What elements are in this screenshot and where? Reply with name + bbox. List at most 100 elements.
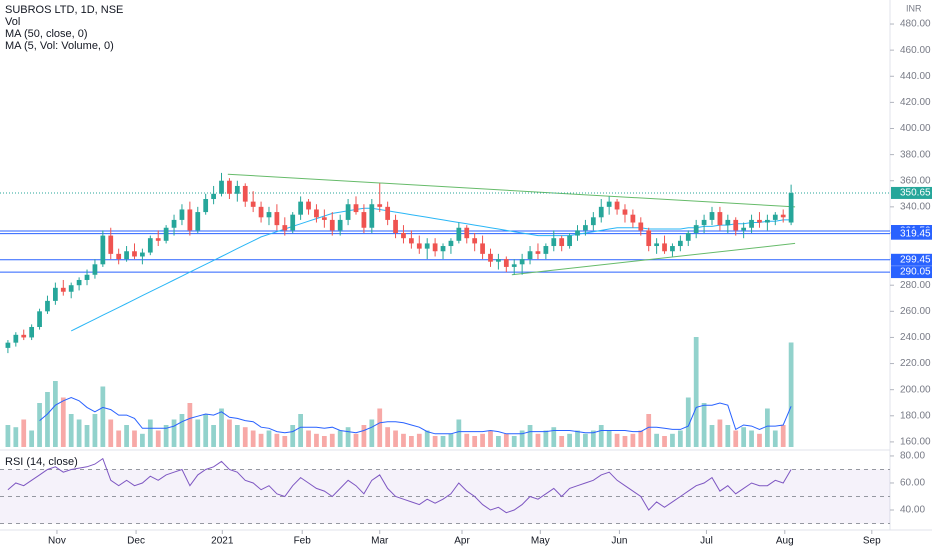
- candle-body: [274, 212, 280, 226]
- candle-body: [725, 219, 731, 226]
- x-tick-label: Aug: [776, 536, 794, 547]
- candle-body: [377, 204, 383, 207]
- y-tick-label: 380.00: [900, 149, 931, 160]
- volume-bar: [266, 430, 272, 447]
- candle-body: [551, 238, 557, 247]
- y-tick-label: 160.00: [900, 437, 931, 448]
- volume-bar: [140, 433, 145, 447]
- volume-bar: [100, 386, 106, 447]
- candle-body: [100, 235, 106, 265]
- volume-bar: [496, 436, 501, 447]
- candle-body: [219, 180, 224, 194]
- candle-body: [527, 251, 533, 260]
- volume-bar: [377, 408, 383, 447]
- candle-body: [662, 243, 667, 252]
- legend-entry: Vol: [5, 16, 20, 28]
- candle-body: [559, 238, 565, 247]
- y-tick-label: 400.00: [900, 123, 931, 134]
- volume-bar: [242, 427, 248, 447]
- volume-bar: [416, 433, 422, 447]
- candle-body: [590, 217, 596, 226]
- volume-bar: [701, 403, 707, 447]
- y-tick-label: 340.00: [900, 201, 931, 212]
- candle-body: [393, 219, 398, 233]
- candle-body: [242, 185, 248, 202]
- legend-entry: MA (50, close, 0): [5, 28, 88, 40]
- candle-body: [757, 219, 762, 223]
- candle-body: [147, 238, 153, 253]
- candle-body: [575, 230, 580, 236]
- candle-body: [535, 251, 541, 254]
- volume-bar: [662, 436, 667, 447]
- rsi-tick-label: 60.00: [900, 478, 925, 489]
- volume-bar: [646, 414, 652, 447]
- rsi-tick-label: 80.00: [900, 451, 925, 462]
- volume-bar: [116, 430, 122, 447]
- volume-bar: [559, 436, 565, 447]
- x-tick-label: Jul: [700, 536, 713, 547]
- candle-body: [258, 206, 264, 218]
- volume-bar: [765, 408, 770, 447]
- volume-bar: [45, 392, 50, 447]
- candle-body: [155, 238, 161, 241]
- legend-entry: MA (5, Vol: Volume, 0): [5, 40, 114, 52]
- candle-body: [401, 232, 406, 239]
- volume-bar: [614, 433, 620, 447]
- candle-body: [21, 334, 27, 338]
- candle-body: [448, 240, 454, 247]
- volume-bar: [717, 419, 723, 447]
- volume-bar: [551, 427, 557, 447]
- volume-bar: [780, 425, 786, 447]
- candle-body: [606, 201, 612, 207]
- candle-body: [234, 185, 240, 194]
- candle-body: [306, 201, 311, 210]
- candle-body: [685, 232, 691, 241]
- candle-body: [583, 225, 588, 231]
- candle-body: [503, 259, 509, 267]
- candle-body: [321, 217, 327, 220]
- volume-ma-line: [39, 396, 792, 435]
- volume-bar: [353, 433, 359, 447]
- volume-bar: [511, 436, 517, 447]
- candle-body: [709, 212, 715, 220]
- candle-body: [179, 209, 185, 220]
- volume-bar: [677, 430, 683, 447]
- candle-body: [353, 204, 359, 213]
- candle-body: [290, 214, 296, 231]
- last-price-tag: [891, 186, 932, 199]
- candle-body: [76, 279, 82, 286]
- candle-body: [496, 259, 501, 262]
- candle-body: [717, 212, 723, 226]
- volume-bar: [598, 425, 604, 447]
- volume-bar: [472, 436, 478, 447]
- x-tick-label: Sep: [863, 536, 881, 547]
- candle-body: [749, 219, 754, 228]
- candle-body: [614, 201, 620, 210]
- volume-bar: [772, 430, 778, 447]
- volume-bar: [606, 430, 612, 447]
- volume-bar: [583, 433, 588, 447]
- volume-bar: [29, 430, 35, 447]
- candle-body: [488, 253, 493, 262]
- volume-bar: [68, 414, 74, 447]
- level-label: 290.05: [900, 267, 931, 278]
- volume-bar: [203, 414, 209, 447]
- currency-label: INR: [906, 3, 922, 13]
- volume-bar: [132, 430, 137, 447]
- candle-body: [171, 219, 177, 228]
- candle-body: [53, 287, 58, 301]
- volume-bar: [219, 408, 224, 447]
- volume-bar: [329, 433, 335, 447]
- y-tick-label: 440.00: [900, 71, 931, 82]
- y-tick-label: 220.00: [900, 358, 931, 369]
- volume-bar: [92, 414, 98, 447]
- volume-bar: [108, 419, 114, 447]
- level-label: 299.45: [900, 254, 931, 265]
- y-tick-label: 240.00: [900, 332, 931, 343]
- candle-body: [416, 243, 422, 249]
- candle-body: [108, 235, 114, 254]
- volume-bar: [187, 403, 193, 447]
- volume-bar: [369, 419, 375, 447]
- candle-body: [385, 206, 391, 220]
